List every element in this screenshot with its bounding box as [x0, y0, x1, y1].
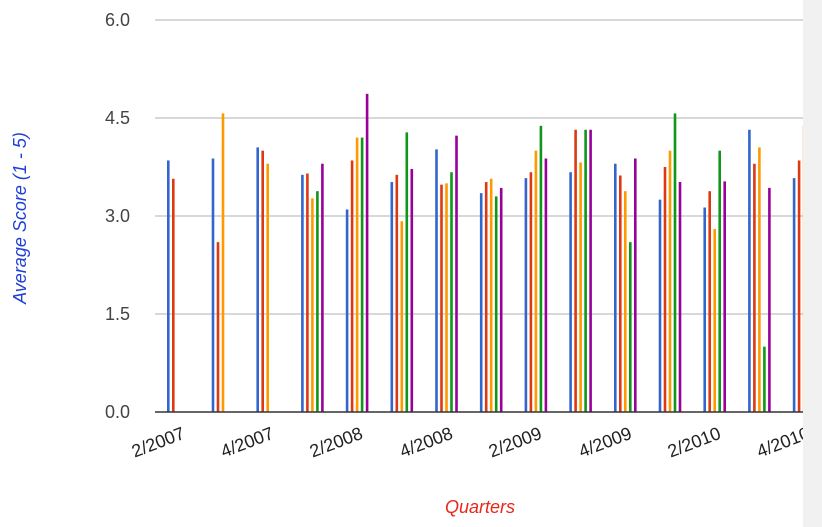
x-tick-label: 4/2009	[576, 423, 635, 461]
bar	[435, 149, 438, 413]
bar	[753, 163, 756, 412]
bar	[365, 93, 369, 413]
bar	[321, 163, 324, 412]
bar	[718, 150, 721, 412]
bar	[489, 178, 493, 412]
bar	[748, 129, 751, 412]
bar	[216, 242, 220, 412]
bar	[266, 163, 269, 412]
bar	[614, 163, 617, 412]
bar	[390, 182, 394, 412]
x-tick-label: 2/2010	[665, 423, 724, 461]
x-tick-label: 2/2007	[129, 423, 188, 461]
bar	[301, 174, 304, 412]
y-tick-label: 1.5	[105, 304, 130, 324]
x-tick-label: 4/2007	[218, 423, 277, 461]
bar	[544, 158, 548, 412]
bar	[629, 242, 632, 412]
bar	[584, 129, 587, 412]
bar	[663, 167, 667, 412]
bar	[350, 160, 354, 412]
y-tick-label: 4.5	[105, 108, 130, 128]
bar	[167, 160, 170, 412]
x-tick-label: 2/2008	[307, 423, 366, 461]
y-tick-label: 3.0	[105, 206, 130, 226]
bar	[668, 150, 672, 412]
bar	[256, 147, 259, 412]
bar	[529, 172, 533, 412]
bar	[400, 221, 404, 412]
bar	[261, 150, 264, 412]
bar	[445, 183, 448, 412]
bar	[345, 209, 349, 412]
bar	[306, 173, 309, 412]
bar	[619, 175, 622, 412]
x-axis-title: Quarters	[445, 497, 515, 517]
bar	[539, 125, 543, 412]
bars	[167, 93, 803, 413]
bar	[673, 113, 677, 412]
bar	[589, 129, 592, 412]
bar	[713, 229, 716, 412]
bar	[624, 191, 627, 412]
bar	[768, 187, 771, 412]
bar	[658, 199, 662, 412]
bar	[723, 181, 726, 412]
bar	[499, 187, 503, 412]
bar	[758, 147, 761, 412]
y-tick-label: 0.0	[105, 402, 130, 422]
bar	[450, 172, 453, 412]
y-tick-labels: 0.0 1.5 3.0 4.5 6.0	[105, 10, 130, 422]
bar	[524, 178, 528, 412]
bar	[534, 150, 538, 412]
side-panel	[803, 0, 822, 527]
bar	[494, 196, 498, 412]
bar	[360, 137, 364, 412]
bar	[172, 178, 175, 412]
bar	[355, 137, 359, 412]
bar	[763, 346, 766, 412]
x-tick-label: 4/2008	[397, 423, 456, 461]
bar	[574, 129, 577, 412]
x-tick-labels: 2/2007 4/2007 2/2008 4/2008 2/2009 4/2009 2/20…	[129, 423, 813, 461]
bar	[311, 198, 314, 412]
bar	[405, 132, 409, 412]
bar	[792, 178, 796, 412]
bar	[579, 162, 582, 412]
x-tick-label: 2/2009	[486, 423, 545, 461]
bar	[455, 135, 458, 412]
bar	[797, 160, 801, 412]
bar	[221, 113, 225, 412]
bar	[569, 172, 572, 412]
bar	[678, 182, 682, 412]
y-tick-label: 6.0	[105, 10, 130, 30]
bar	[316, 191, 319, 412]
bar	[484, 182, 488, 412]
bar	[634, 158, 637, 412]
bar	[410, 168, 414, 412]
bar	[479, 193, 483, 412]
bar	[211, 158, 215, 412]
bar	[395, 174, 399, 412]
y-axis-title: Average Score (1 - 5)	[10, 132, 30, 305]
bar	[440, 184, 443, 412]
bar	[708, 191, 711, 412]
bar	[703, 207, 706, 412]
